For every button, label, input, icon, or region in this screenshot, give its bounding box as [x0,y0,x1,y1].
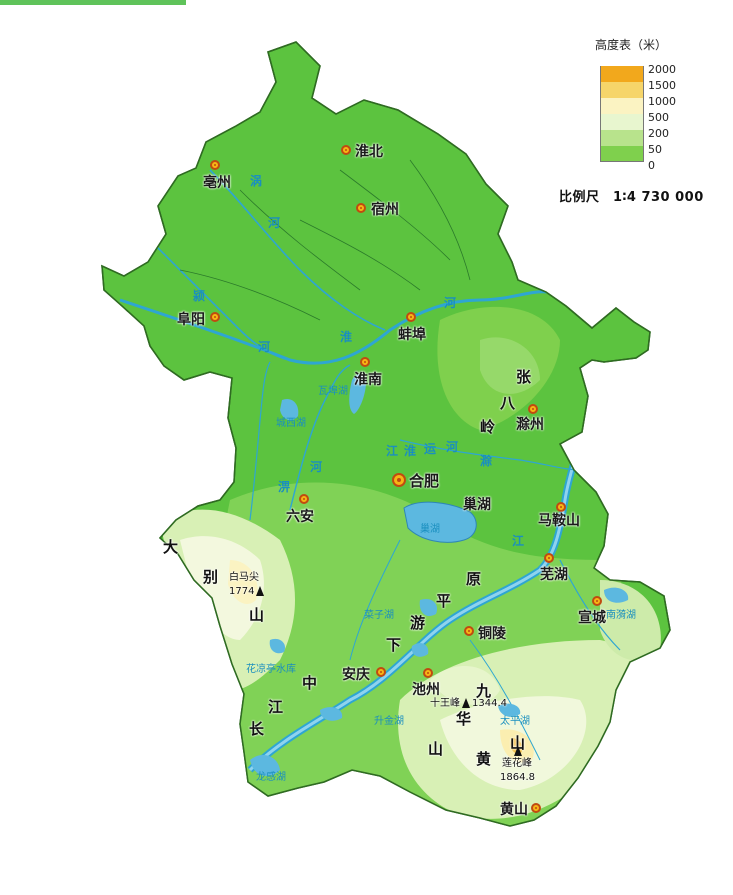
city-label-xuancheng: 宣城 [578,610,606,626]
city-label-hefei: 合肥 [409,472,440,490]
peak-label-lianhuafeng: 莲花峰 [502,758,532,769]
peak-marker-lianhuafeng [514,746,522,756]
legend-swatch-50 [600,146,644,162]
city-label-huainan: 淮南 [354,372,382,388]
peak-elevation-shiwangfeng: 1344.4 [472,698,507,709]
city-label-bengbu: 蚌埠 [398,327,426,343]
city-marker-chuzhou [528,404,538,414]
legend-swatch-200 [600,130,644,146]
river-label-canal-4: 河 [446,440,459,454]
city-marker-tongling [464,626,474,636]
plain-label-jiang: 江 [268,698,284,716]
city-marker-fuyang [210,312,220,322]
river-label-huai-1: 河 [444,296,457,310]
peak-label-baimajian: 白马尖 [229,572,259,583]
river-label-canal-5: 滁 [480,454,493,468]
plain-label-ping: 平 [436,592,452,610]
map-scale: 比例尺 1∶4 730 000 [559,190,704,205]
plain-label-yuan: 原 [466,570,482,588]
terrain-label-ling: 岭 [480,418,496,436]
river-label-canal-1: 江 [386,444,399,458]
terrain-label-huang: 黄 [476,750,492,768]
legend-swatch-2000 [600,66,644,82]
lake-label-nanyihu: 南漪湖 [606,610,636,621]
terrain-label-jiuhua-shan: 山 [428,740,444,758]
city-marker-bozhou [210,160,220,170]
city-label-wuhu: 芜湖 [540,567,568,583]
city-label-anqing: 安庆 [342,667,370,683]
top-accent-bar [0,0,186,5]
city-label-fuyang: 阜阳 [177,312,205,328]
city-marker-chizhou [423,668,433,678]
river-label-canal-3: 运 [424,442,437,456]
legend-value-200: 200 [648,127,669,140]
legend-swatch-500 [600,114,644,130]
city-label-bozhou: 亳州 [203,175,231,191]
legend-title: 高度表（米） [595,38,668,52]
lake-label-caizihu: 菜子湖 [364,610,394,621]
city-marker-huainan [360,357,370,367]
city-marker-maanshan [556,502,566,512]
city-marker-suzhou [356,203,366,213]
lake-label-taipinghu: 太平湖 [500,716,530,727]
lake-label-wabuhu: 瓦埠湖 [318,386,348,397]
city-label-huangshan: 黄山 [500,802,528,818]
lake-label-chengxihu: 城西湖 [276,418,306,429]
legend-value-0: 0 [648,159,655,172]
river-label-huai-2: 淮 [340,330,353,344]
city-label-chaohu: 巢湖 [463,497,491,513]
peak-marker-shiwangfeng [462,698,470,708]
legend-value-50: 50 [648,143,662,156]
city-marker-xuancheng [592,596,602,606]
city-marker-anqing [376,667,386,677]
plain-label-zhong: 中 [302,674,318,692]
river-label-pi-1: 淠 [278,480,291,494]
legend-swatch-1000 [600,98,644,114]
city-label-chuzhou: 滁州 [516,417,544,433]
plain-label-xia: 下 [386,636,402,654]
river-label-ying-1: 颍 [193,289,206,303]
lake-label-hualiangting: 花凉亭水库 [246,664,296,675]
city-label-tongling: 铜陵 [478,626,506,642]
terrain-label-dabie-shan: 山 [249,606,265,624]
river-label-ying-2: 河 [258,340,271,354]
city-marker-wuhu [544,553,554,563]
city-label-suzhou: 宿州 [371,202,399,218]
peak-label-shiwangfeng: 十王峰 [430,698,460,709]
peak-marker-baimajian [256,586,264,596]
terrain-label-bie: 别 [203,568,219,586]
city-label-chizhou: 池州 [412,682,440,698]
peak-elevation-lianhuafeng: 1864.8 [500,772,535,783]
lake-label-chaohu: 巢湖 [420,524,440,535]
river-label-jiang-1: 江 [512,534,525,548]
terrain-label-zhang: 张 [516,368,532,386]
city-marker-huaibei [341,145,351,155]
plain-label-you: 游 [410,614,426,632]
legend-value-1000: 1000 [648,95,676,108]
terrain-label-hua: 华 [456,710,472,728]
lake-label-longganhu: 龙感湖 [256,772,286,783]
river-label-wo-2: 河 [268,216,281,230]
city-marker-huangshan [531,803,541,813]
city-label-liuan: 六安 [286,509,314,525]
peak-elevation-baimajian: 1774 [229,586,255,597]
city-label-huaibei: 淮北 [355,144,383,160]
lake-label-shengjinhu: 升金湖 [374,716,404,727]
plain-label-chang: 长 [249,720,265,738]
legend-value-500: 500 [648,111,669,124]
terrain-label-jiu: 九 [476,682,492,700]
river-label-pi-2: 河 [310,460,323,474]
terrain-label-ba: 八 [500,394,516,412]
city-marker-liuan [299,494,309,504]
river-label-canal-2: 淮 [404,444,417,458]
terrain-label-da: 大 [163,538,179,556]
legend-swatch-1500 [600,82,644,98]
city-marker-hefei-capital [392,473,406,487]
city-marker-bengbu [406,312,416,322]
legend-value-1500: 1500 [648,79,676,92]
legend-value-2000: 2000 [648,63,676,76]
city-label-maanshan: 马鞍山 [538,513,580,529]
river-label-wo-1: 涡 [250,174,263,188]
